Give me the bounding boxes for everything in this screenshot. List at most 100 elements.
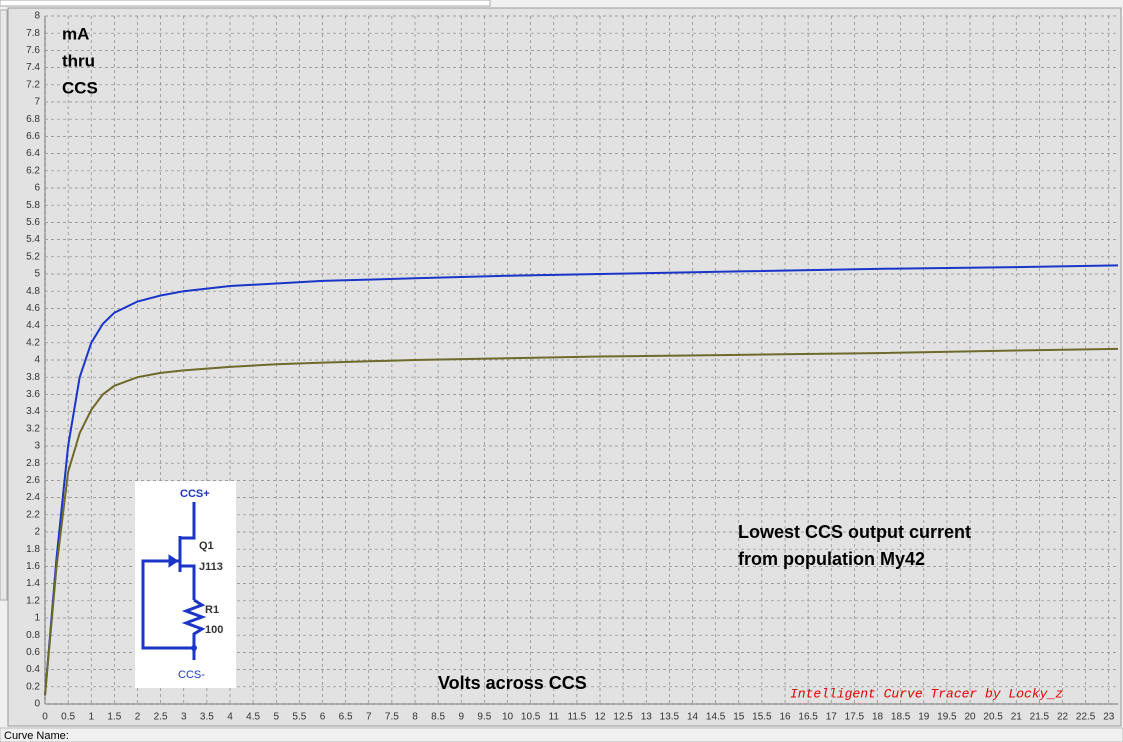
x-tick-label: 11.5 xyxy=(568,712,587,723)
schematic-label: CCS+ xyxy=(180,488,210,500)
y-tick-label: 6.4 xyxy=(26,148,40,159)
y-tick-label: 0 xyxy=(34,699,40,710)
y-tick-label: 7 xyxy=(34,97,40,108)
schematic-label: J113 xyxy=(199,561,223,573)
y-tick-label: 0.6 xyxy=(26,647,40,658)
y-tick-label: 6.6 xyxy=(26,131,40,142)
x-tick-label: 11 xyxy=(549,712,560,723)
x-tick-label: 13.5 xyxy=(660,712,680,723)
curve xyxy=(44,264,1119,696)
y-tick-label: 4.4 xyxy=(26,320,40,331)
x-tick-label: 1.5 xyxy=(107,712,121,723)
status-label: Curve Name: xyxy=(4,730,69,742)
y-tick-label: 1.2 xyxy=(26,595,40,606)
curve xyxy=(44,347,1119,696)
y-tick-label: 1.4 xyxy=(26,578,40,589)
x-tick-label: 7.5 xyxy=(385,712,399,723)
x-tick-label: 18 xyxy=(872,712,884,723)
x-tick-label: 8 xyxy=(412,712,418,723)
y-tick-label: 1.6 xyxy=(26,561,40,572)
x-tick-label: 1 xyxy=(88,712,94,723)
y-tick-label: 4.6 xyxy=(26,303,40,314)
y-tick-label: 8 xyxy=(34,11,40,22)
x-tick-label: 14 xyxy=(687,712,699,723)
y-tick-label: 3.2 xyxy=(26,423,40,434)
x-tick-label: 4.5 xyxy=(246,712,260,723)
y-tick-label: 7.2 xyxy=(26,79,40,90)
x-tick-label: 0.5 xyxy=(61,712,75,723)
y-tick-label: 5 xyxy=(34,269,40,280)
y-label: mA xyxy=(62,24,89,43)
x-tick-label: 17 xyxy=(826,712,838,723)
x-tick-label: 0 xyxy=(42,712,48,723)
y-tick-label: 0.2 xyxy=(26,681,40,692)
y-label: CCS xyxy=(62,78,98,97)
y-tick-label: 4 xyxy=(34,355,40,366)
status-bar xyxy=(0,727,1123,742)
x-tick-label: 17.5 xyxy=(845,712,865,723)
x-tick-label: 22.5 xyxy=(1076,712,1096,723)
schematic-wires xyxy=(141,502,207,660)
x-tick-label: 3 xyxy=(181,712,187,723)
x-tick-label: 19 xyxy=(918,712,930,723)
x-tick-label: 20.5 xyxy=(983,712,1003,723)
x-tick-label: 12 xyxy=(594,712,606,723)
x-tick-label: 4 xyxy=(227,712,233,723)
y-tick-label: 4.2 xyxy=(26,337,40,348)
x-tick-label: 9.5 xyxy=(477,712,491,723)
y-tick-label: 3.8 xyxy=(26,372,40,383)
x-tick-label: 5 xyxy=(273,712,279,723)
y-tick-label: 2.4 xyxy=(26,492,40,503)
y-tick-label: 2.2 xyxy=(26,509,40,520)
y-tick-label: 2.8 xyxy=(26,458,40,469)
x-tick-label: 2.5 xyxy=(154,712,168,723)
y-tick-label: 2.6 xyxy=(26,475,40,486)
x-tick-label: 2 xyxy=(135,712,141,723)
x-tick-label: 16.5 xyxy=(798,712,818,723)
x-tick-label: 16 xyxy=(779,712,791,723)
x-tick-label: 7 xyxy=(366,712,372,723)
y-tick-label: 6.2 xyxy=(26,165,40,176)
schematic-bg xyxy=(135,481,236,688)
x-tick-label: 5.5 xyxy=(292,712,306,723)
y-tick-label: 7.4 xyxy=(26,62,40,73)
x-tick-label: 10 xyxy=(502,712,514,723)
x-tick-label: 6.5 xyxy=(339,712,353,723)
curves xyxy=(44,264,1119,696)
schematic-label: R1 xyxy=(205,604,219,616)
schematic-label: Q1 xyxy=(199,540,214,552)
y-tick-label: 1.8 xyxy=(26,544,40,555)
y-tick-label: 7.6 xyxy=(26,45,40,56)
schematic-label: CCS- xyxy=(178,669,205,681)
annotation: Lowest CCS output current xyxy=(738,522,971,542)
y-tick-label: 3 xyxy=(34,441,40,452)
x-tick-label: 22 xyxy=(1057,712,1069,723)
y-tick-label: 4.8 xyxy=(26,286,40,297)
x-tick-label: 9 xyxy=(458,712,464,723)
x-tick-label: 20 xyxy=(964,712,976,723)
x-tick-label: 13 xyxy=(641,712,653,723)
watermark: Intelligent Curve Tracer by Locky_z xyxy=(790,686,1063,701)
x-tick-label: 18.5 xyxy=(891,712,911,723)
x-tick-label: 12.5 xyxy=(613,712,633,723)
y-tick-label: 5.8 xyxy=(26,200,40,211)
x-tick-label: 8.5 xyxy=(431,712,445,723)
schematic: CCS+ Q1 J113 R1 100 CCS- xyxy=(135,481,236,688)
x-tick-label: 15.5 xyxy=(752,712,772,723)
y-tick-label: 2 xyxy=(34,527,40,538)
side-bar xyxy=(0,9,8,601)
x-tick-label: 6 xyxy=(320,712,326,723)
x-tick-label: 3.5 xyxy=(200,712,214,723)
x-tick-label: 21 xyxy=(1011,712,1023,723)
y-tick-label: 0.8 xyxy=(26,630,40,641)
toolbar-strip xyxy=(0,0,491,7)
y-label: thru xyxy=(62,51,95,70)
y-tick-label: 3.6 xyxy=(26,389,40,400)
x-tick-label: 23 xyxy=(1103,712,1115,723)
y-tick-label: 5.2 xyxy=(26,251,40,262)
y-tick-label: 1 xyxy=(34,613,40,624)
x-tick-label: 19.5 xyxy=(937,712,957,723)
node xyxy=(191,645,197,651)
schematic-label: 100 xyxy=(205,624,223,636)
